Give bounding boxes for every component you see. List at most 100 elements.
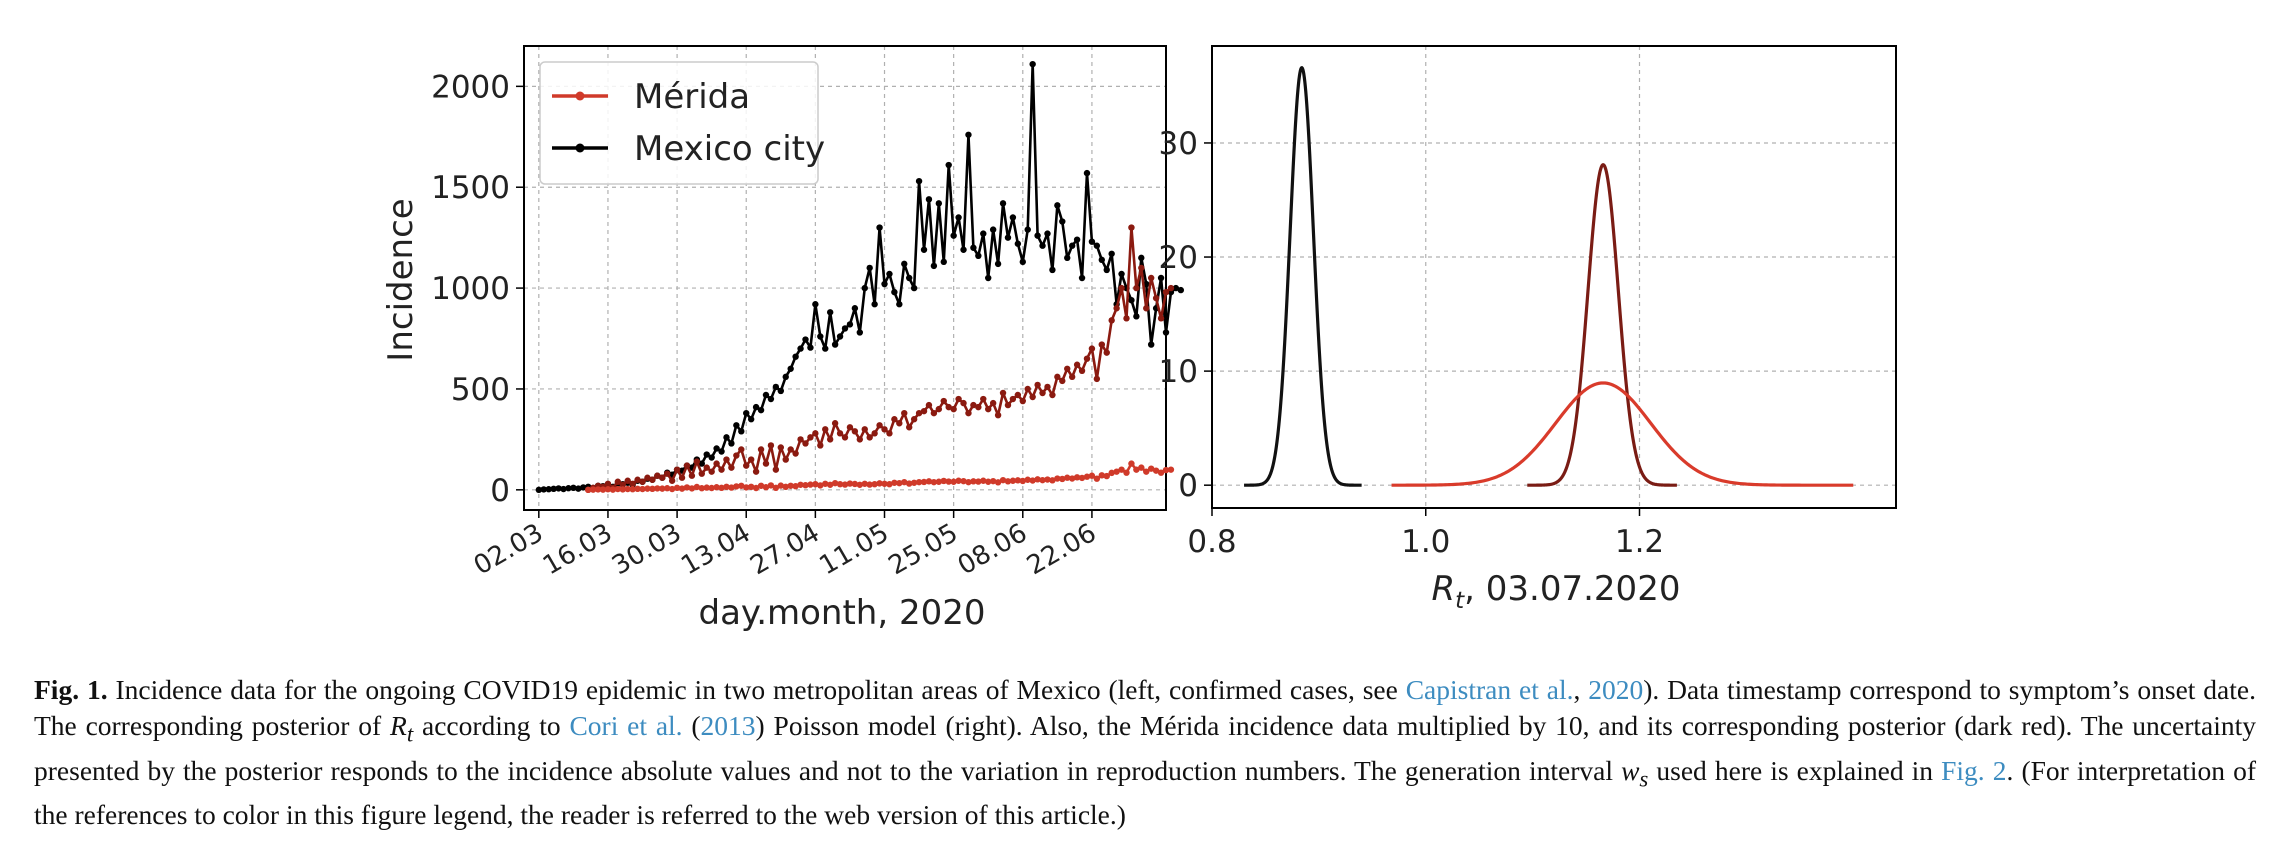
rt-symbol: R [1432, 569, 1456, 609]
data-point-merida-x10 [876, 422, 883, 429]
posterior-curve-mexico-city [1242, 66, 1363, 487]
data-point-merida [1034, 476, 1041, 483]
data-point-merida-x10 [678, 474, 686, 481]
data-point-merida [1108, 469, 1115, 477]
data-point-mexico-city [570, 484, 577, 492]
data-point-merida-x10 [614, 478, 622, 485]
data-point-merida [846, 480, 854, 487]
data-point-merida [604, 486, 612, 493]
data-point-mexico-city [970, 244, 977, 251]
data-point-merida [856, 481, 864, 488]
data-point-merida-x10 [723, 456, 730, 463]
rt-symbol: R [390, 710, 407, 741]
data-point-merida [594, 486, 602, 493]
ref-fig-2[interactable]: Fig. 2 [1941, 754, 2007, 786]
caption-text: ( [682, 710, 701, 741]
data-point-merida-x10 [688, 472, 696, 479]
data-point-merida-x10 [738, 446, 745, 453]
data-point-merida-x10 [950, 405, 957, 413]
data-point-merida [910, 479, 918, 486]
right-axes-frame [1211, 45, 1897, 509]
data-point-merida [1088, 472, 1096, 479]
data-point-merida [772, 484, 780, 492]
data-point-merida-x10 [1004, 401, 1012, 409]
data-point-mexico-city [1172, 284, 1180, 292]
data-point-merida-x10 [767, 442, 775, 449]
ref-cori-year[interactable]: 2013 [700, 710, 756, 741]
data-point-merida-x10 [1019, 397, 1026, 405]
data-point-merida-x10 [925, 401, 933, 409]
data-point-merida [822, 480, 829, 487]
data-point-merida-x10 [1167, 284, 1175, 292]
rt-subscript: t [1455, 588, 1465, 614]
data-point-mexico-city [1078, 274, 1086, 282]
data-point-merida [1073, 474, 1081, 481]
data-point-merida-x10 [634, 476, 641, 483]
posterior-curve-merida [1391, 381, 1854, 487]
data-point-merida [960, 477, 967, 485]
data-point-mexico-city [896, 301, 903, 308]
data-point-merida [1024, 476, 1031, 483]
data-point-mexico-city [545, 486, 552, 493]
data-point-mexico-city [1024, 226, 1031, 233]
caption-text: , [1573, 674, 1589, 705]
data-point-merida-x10 [985, 405, 992, 413]
data-point-merida [807, 481, 814, 488]
data-point-merida-x10 [1024, 385, 1031, 393]
data-point-merida-x10 [826, 436, 834, 443]
data-point-merida [664, 485, 671, 492]
data-point-mexico-city [925, 196, 933, 203]
data-point-merida [1152, 467, 1160, 474]
left-x-tick-label: 11.05 [815, 518, 894, 581]
data-point-mexico-city [910, 284, 918, 292]
data-point-mexico-city [1147, 341, 1155, 348]
data-point-merida [861, 480, 868, 487]
right-y-tick-label: 0 [1178, 468, 1198, 504]
data-point-merida [1059, 475, 1066, 483]
data-point-merida [999, 476, 1007, 484]
data-point-mexico-city [1014, 240, 1022, 247]
data-point-merida [619, 486, 626, 493]
data-point-merida-x10 [743, 462, 750, 469]
left-series [535, 60, 1185, 494]
data-point-merida-x10 [629, 480, 636, 487]
data-point-mexico-city [580, 484, 587, 491]
data-point-merida [599, 486, 607, 493]
right-x-tick-label: 0.8 [1187, 524, 1236, 560]
data-point-mexico-city [797, 345, 804, 352]
data-point-merida-x10 [955, 395, 962, 403]
data-point-mexico-city [886, 270, 893, 278]
caption-text: used here is explained in [1648, 754, 1942, 786]
data-point-merida-x10 [822, 426, 829, 433]
data-point-merida-x10 [772, 466, 780, 473]
data-point-mexico-city [772, 383, 780, 391]
data-point-merida-x10 [851, 428, 859, 435]
data-point-merida [866, 481, 873, 488]
ref-capistran[interactable]: Capistran et al. [1405, 674, 1574, 705]
data-point-mexico-city [708, 454, 715, 461]
ref-cori[interactable]: Cori et al. [569, 710, 683, 741]
data-point-merida-x10 [1133, 284, 1140, 292]
ref-capistran-year[interactable]: 2020 [1588, 674, 1644, 705]
right-x-axis-label: Rt, 03.07.2020 [1432, 569, 1681, 614]
data-point-merida [871, 480, 878, 488]
data-point-merida-x10 [910, 416, 918, 423]
data-point-mexico-city [831, 341, 839, 348]
right-x-ticks: 0.8 1.0 1.2 [1187, 508, 1664, 560]
left-x-axis-label: day.month, 2020 [699, 593, 986, 633]
data-point-merida-x10 [866, 434, 873, 441]
caption-label: Fig. 1. [34, 674, 108, 705]
data-point-merida-x10 [1098, 341, 1106, 348]
data-point-merida-x10 [1143, 305, 1150, 312]
data-point-merida-x10 [797, 436, 804, 443]
data-point-mexico-city [698, 460, 705, 467]
data-point-mexico-city [1133, 313, 1140, 320]
data-point-merida [940, 477, 947, 485]
figure-1: 02.0316.0330.0313.0427.0411.0525.0508.06… [381, 45, 1897, 633]
data-point-merida-x10 [654, 472, 661, 479]
data-point-merida-x10 [703, 464, 710, 471]
data-point-merida [738, 482, 745, 489]
data-point-mexico-city [565, 485, 572, 492]
data-point-merida-x10 [831, 420, 839, 427]
data-point-mexico-city [906, 274, 913, 282]
